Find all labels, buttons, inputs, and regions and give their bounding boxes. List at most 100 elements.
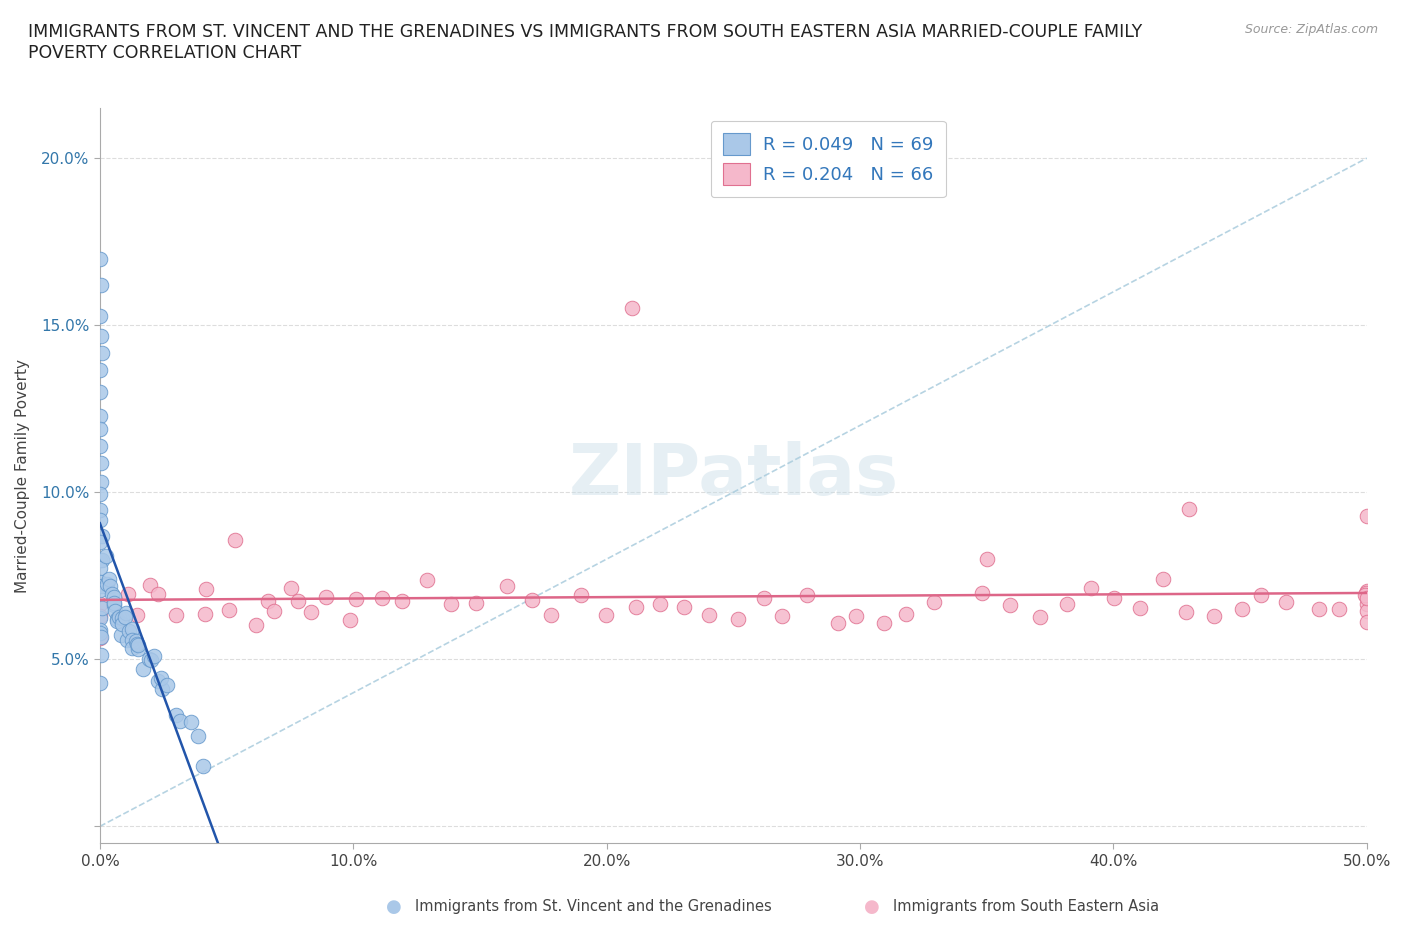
Point xyxy=(1355,583,1378,598)
Point xyxy=(104,604,127,618)
Point xyxy=(697,608,720,623)
Point xyxy=(89,486,111,501)
Point xyxy=(89,626,111,641)
Point xyxy=(845,608,868,623)
Point xyxy=(121,622,143,637)
Point xyxy=(111,617,134,631)
Point xyxy=(245,618,267,632)
Point xyxy=(520,592,543,607)
Point xyxy=(117,632,139,647)
Point xyxy=(149,671,172,686)
Point xyxy=(315,590,337,604)
Point xyxy=(391,594,413,609)
Point xyxy=(194,581,217,596)
Point xyxy=(114,609,136,624)
Point xyxy=(89,309,111,324)
Point xyxy=(280,581,302,596)
Point xyxy=(111,611,134,626)
Point xyxy=(139,578,162,592)
Point xyxy=(94,549,117,564)
Point xyxy=(922,595,945,610)
Point xyxy=(103,597,125,612)
Point xyxy=(827,616,849,631)
Point xyxy=(180,714,202,729)
Point xyxy=(98,571,121,586)
Point xyxy=(98,578,121,593)
Point xyxy=(127,636,149,651)
Point xyxy=(1354,588,1376,603)
Point xyxy=(569,587,592,602)
Point xyxy=(90,647,112,662)
Point xyxy=(896,607,918,622)
Point xyxy=(1129,601,1152,616)
Point xyxy=(91,529,114,544)
Point xyxy=(1029,609,1052,624)
Point xyxy=(90,456,112,471)
Point xyxy=(1355,604,1378,618)
Point xyxy=(191,759,214,774)
Point xyxy=(90,328,112,343)
Point xyxy=(89,608,111,623)
Point xyxy=(96,577,118,591)
Point xyxy=(89,597,111,612)
Point xyxy=(105,614,128,629)
Point xyxy=(976,551,998,566)
Point xyxy=(464,595,486,610)
Point xyxy=(624,600,647,615)
Point xyxy=(540,607,562,622)
Point xyxy=(727,611,749,626)
Point xyxy=(89,583,111,598)
Point xyxy=(90,277,112,292)
Point xyxy=(115,605,138,620)
Point xyxy=(165,708,187,723)
Text: ●: ● xyxy=(863,897,880,916)
Point xyxy=(998,598,1021,613)
Point xyxy=(89,438,111,453)
Point xyxy=(257,593,280,608)
Point xyxy=(148,587,170,602)
Point xyxy=(169,713,191,728)
Point xyxy=(150,682,173,697)
Point xyxy=(91,601,114,616)
Point xyxy=(1355,508,1378,523)
Point xyxy=(371,591,394,605)
Point xyxy=(90,630,112,644)
Point xyxy=(1329,602,1351,617)
Point xyxy=(89,611,111,626)
Legend: R = 0.049   N = 69, R = 0.204   N = 66: R = 0.049 N = 69, R = 0.204 N = 66 xyxy=(710,121,946,197)
Point xyxy=(1232,601,1254,616)
Point xyxy=(224,532,246,547)
Point xyxy=(138,651,160,666)
Y-axis label: Married-Couple Family Poverty: Married-Couple Family Poverty xyxy=(15,359,30,592)
Point xyxy=(1175,604,1198,619)
Point xyxy=(101,587,124,602)
Point xyxy=(89,408,111,423)
Point xyxy=(1152,571,1174,586)
Point xyxy=(89,251,111,266)
Point xyxy=(440,597,463,612)
Point xyxy=(1355,597,1378,612)
Point xyxy=(648,596,671,611)
Point xyxy=(873,616,896,631)
Point xyxy=(89,676,111,691)
Point xyxy=(1056,596,1078,611)
Point xyxy=(1354,586,1376,601)
Point xyxy=(89,575,111,590)
Point xyxy=(89,561,111,576)
Point xyxy=(108,609,131,624)
Point xyxy=(1204,609,1226,624)
Point xyxy=(127,638,149,653)
Point xyxy=(91,579,114,594)
Point xyxy=(89,385,111,400)
Point xyxy=(143,649,166,664)
Point xyxy=(127,642,149,657)
Point xyxy=(287,593,309,608)
Point xyxy=(121,632,143,647)
Point xyxy=(1178,501,1201,516)
Point xyxy=(90,475,112,490)
Point xyxy=(110,628,132,643)
Point xyxy=(146,673,169,688)
Point xyxy=(89,502,111,517)
Point xyxy=(103,590,125,604)
Point xyxy=(117,587,139,602)
